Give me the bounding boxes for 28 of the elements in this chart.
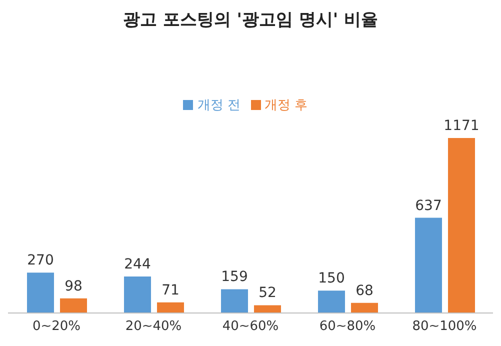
bar xyxy=(221,289,248,313)
data-label: 150 xyxy=(318,270,345,287)
bar xyxy=(415,218,442,313)
data-label: 1171 xyxy=(444,118,480,134)
legend-label: 개정 전 xyxy=(197,98,240,113)
data-label: 637 xyxy=(415,198,442,214)
data-label: 52 xyxy=(258,285,276,302)
x-tick-label: 40~60% xyxy=(222,319,279,334)
bar xyxy=(351,302,378,313)
x-tick-label: 20~40% xyxy=(125,319,182,334)
bar xyxy=(157,302,184,313)
bar xyxy=(448,138,475,313)
x-tick-label: 0~20% xyxy=(32,319,81,334)
bar xyxy=(60,298,87,313)
bar xyxy=(27,272,54,313)
bar xyxy=(124,276,151,313)
data-label: 244 xyxy=(124,256,151,273)
data-label: 270 xyxy=(27,252,54,269)
data-label: 68 xyxy=(356,282,374,299)
data-label: 71 xyxy=(162,282,180,298)
data-label: 159 xyxy=(221,269,248,286)
legend-label: 개정 후 xyxy=(264,98,308,113)
data-label: 98 xyxy=(64,278,82,294)
chart-title: 광고 포스팅의 '광고임 명시' 비율 xyxy=(122,9,380,31)
bar xyxy=(318,290,345,313)
x-tick-label: 60~80% xyxy=(319,319,376,334)
bar xyxy=(254,305,281,313)
x-tick-label: 80~100% xyxy=(412,319,477,334)
